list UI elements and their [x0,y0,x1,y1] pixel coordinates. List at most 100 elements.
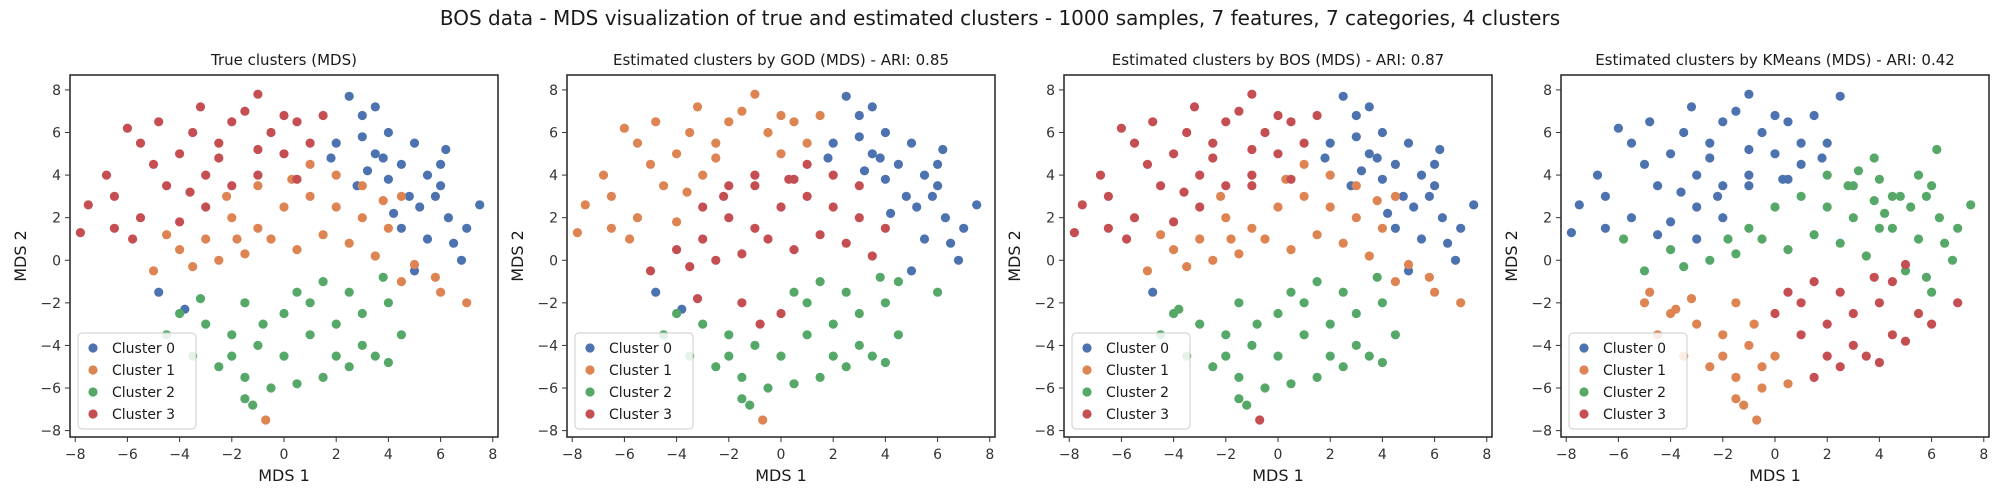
point-cluster-2 [1822,170,1832,180]
y-tick-label: −4 [1531,338,1552,354]
point-cluster-0 [1770,149,1780,159]
point-cluster-3 [1783,287,1793,297]
point-cluster-0 [415,202,425,212]
point-cluster-0 [1320,153,1330,163]
y-tick-label: 6 [1543,125,1552,141]
legend: Cluster 0 Cluster 1 Cluster 2 Cluster 3 [574,332,694,430]
point-cluster-0 [867,149,877,159]
point-cluster-0 [854,132,864,142]
point-cluster-0 [378,153,388,163]
point-cluster-0 [1744,89,1754,99]
point-cluster-3 [763,234,773,244]
point-cluster-2 [201,319,211,329]
point-cluster-3 [253,170,263,180]
point-cluster-1 [1731,372,1741,382]
point-cluster-0 [357,132,367,142]
point-cluster-0 [1809,110,1819,121]
point-cluster-1 [1325,170,1335,180]
point-cluster-2 [1880,208,1890,218]
point-cluster-1 [737,106,747,116]
point-cluster-2 [763,383,773,393]
point-cluster-2 [1895,191,1905,201]
legend-label: Cluster 2 [112,385,175,401]
y-tick-label: 0 [549,253,558,269]
point-cluster-2 [841,362,851,372]
point-cluster-2 [1312,372,1322,382]
point-cluster-0 [404,191,414,201]
point-cluster-2 [1843,181,1853,191]
point-cluster-2 [383,357,393,368]
point-cluster-0 [1718,181,1728,191]
point-cluster-0 [1456,223,1466,233]
point-cluster-1 [1686,294,1697,304]
point-cluster-0 [1325,138,1335,148]
point-cluster-3 [1312,110,1322,121]
point-cluster-3 [1169,149,1179,159]
point-cluster-1 [279,202,289,212]
point-cluster-1 [175,245,185,255]
point-cluster-0 [938,144,948,155]
y-axis-label: MDS 2 [11,230,30,282]
point-cluster-2 [1874,174,1884,184]
point-cluster-3 [1927,319,1937,329]
point-cluster-3 [201,170,211,180]
point-cluster-2 [1273,308,1283,319]
point-cluster-1 [383,223,393,233]
point-cluster-0 [875,153,885,163]
point-cluster-1 [724,117,734,127]
point-cluster-1 [776,149,786,159]
x-tick-label: 8 [985,447,994,463]
y-tick-label: 0 [1543,253,1552,269]
point-cluster-3 [1869,272,1879,282]
point-cluster-2 [1887,223,1897,233]
point-cluster-3 [1221,117,1231,127]
legend-label: Cluster 1 [1603,363,1666,379]
point-cluster-0 [1403,266,1414,276]
point-cluster-0 [1364,102,1374,112]
x-tick-label: −2 [718,447,739,463]
point-cluster-1 [462,298,472,308]
point-cluster-0 [901,191,911,201]
point-cluster-0 [893,159,904,169]
point-cluster-0 [370,102,380,112]
point-cluster-0 [1666,149,1676,159]
point-cluster-2 [802,330,812,340]
point-cluster-2 [1221,351,1231,361]
point-cluster-2 [1242,400,1252,410]
point-cluster-3 [1796,330,1806,340]
point-cluster-1 [1757,362,1767,372]
point-cluster-2 [1932,144,1942,155]
legend-marker [1082,387,1092,397]
point-cluster-3 [854,181,864,191]
point-cluster-3 [698,234,708,244]
point-cluster-1 [1226,234,1236,244]
x-tick-label: −4 [1163,447,1184,463]
point-cluster-3 [227,181,237,191]
point-cluster-3 [1887,277,1897,287]
point-cluster-3 [1069,228,1079,238]
point-cluster-0 [326,153,336,163]
point-cluster-1 [750,89,760,99]
point-cluster-1 [1390,191,1400,201]
scatter-points [75,89,485,425]
x-tick-label: 2 [1326,447,1335,463]
point-cluster-1 [789,117,799,127]
point-cluster-0 [912,202,922,212]
point-cluster-3 [828,202,838,212]
point-cluster-0 [886,208,896,218]
point-cluster-1 [1338,238,1348,248]
point-cluster-0 [1450,255,1461,265]
point-cluster-0 [859,166,870,176]
x-tick-label: −6 [614,447,635,463]
y-tick-label: −2 [1531,296,1552,312]
point-cluster-3 [755,319,765,329]
point-cluster-2 [1286,287,1296,297]
point-cluster-2 [396,330,406,340]
point-cluster-0 [422,234,433,244]
point-cluster-3 [1260,127,1270,138]
x-axis-label: MDS 1 [1749,466,1801,485]
point-cluster-3 [1887,330,1897,340]
point-cluster-0 [1443,238,1453,248]
point-cluster-3 [724,181,734,191]
point-cluster-3 [1077,200,1087,210]
